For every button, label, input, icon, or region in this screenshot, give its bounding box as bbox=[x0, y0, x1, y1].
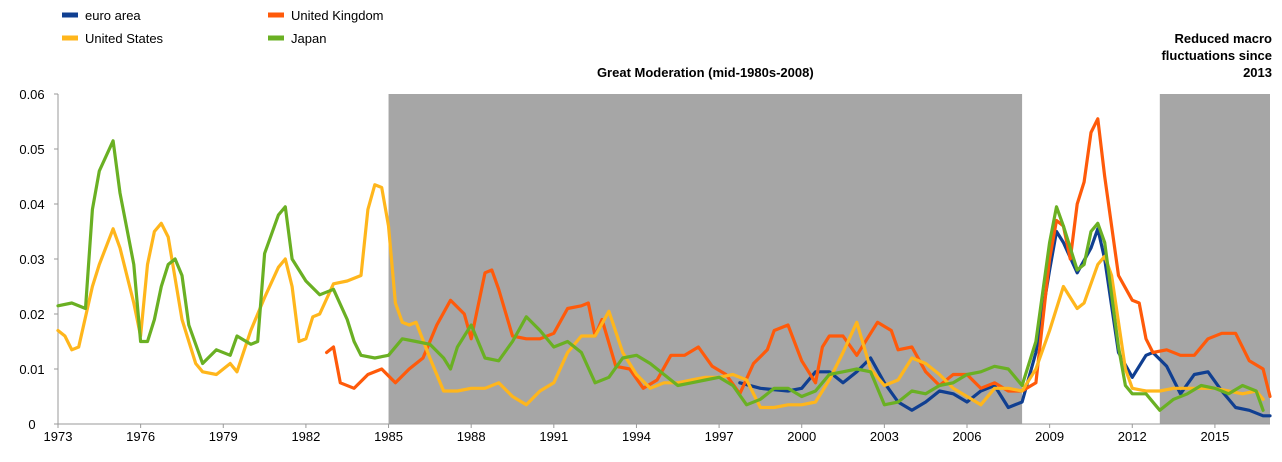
y-tick-label: 0.04 bbox=[19, 197, 44, 212]
series-line bbox=[325, 117, 1272, 399]
legend-label: United States bbox=[85, 31, 164, 46]
series-line bbox=[56, 139, 1265, 412]
shaded-region-label: Great Moderation (mid-1980s-2008) bbox=[596, 65, 814, 80]
x-tick-label: 2012 bbox=[1118, 429, 1147, 444]
x-tick-label: 2009 bbox=[1035, 429, 1064, 444]
x-tick-label: 1988 bbox=[457, 429, 486, 444]
series-line bbox=[56, 183, 1265, 410]
y-tick-label: 0.01 bbox=[19, 362, 44, 377]
x-tick-label: 1982 bbox=[291, 429, 320, 444]
x-tick-label: 1985 bbox=[374, 429, 403, 444]
x-tick-label: 2015 bbox=[1200, 429, 1229, 444]
x-tick-label: 1991 bbox=[539, 429, 568, 444]
x-tick-label: 2006 bbox=[953, 429, 982, 444]
y-tick-label: 0.05 bbox=[19, 142, 44, 157]
x-tick-label: 1997 bbox=[705, 429, 734, 444]
x-tick-label: 1994 bbox=[622, 429, 651, 444]
shaded-region bbox=[388, 94, 1023, 424]
legend-label: Japan bbox=[291, 31, 326, 46]
x-tick-label: 1976 bbox=[126, 429, 155, 444]
x-tick-label: 1973 bbox=[44, 429, 73, 444]
y-tick-label: 0.02 bbox=[19, 307, 44, 322]
shaded-region bbox=[1159, 94, 1270, 424]
x-tick-label: 1979 bbox=[209, 429, 238, 444]
y-tick-label: 0.06 bbox=[19, 87, 44, 102]
y-tick-label: 0.03 bbox=[19, 252, 44, 267]
x-tick-label: 2000 bbox=[787, 429, 816, 444]
legend-label: euro area bbox=[85, 8, 141, 23]
y-tick-label: 0 bbox=[28, 417, 35, 432]
legend-label: United Kingdom bbox=[291, 8, 384, 23]
x-tick-label: 2003 bbox=[870, 429, 899, 444]
shaded-region-label: Reduced macro fluctuations since 2013 bbox=[1161, 31, 1272, 80]
